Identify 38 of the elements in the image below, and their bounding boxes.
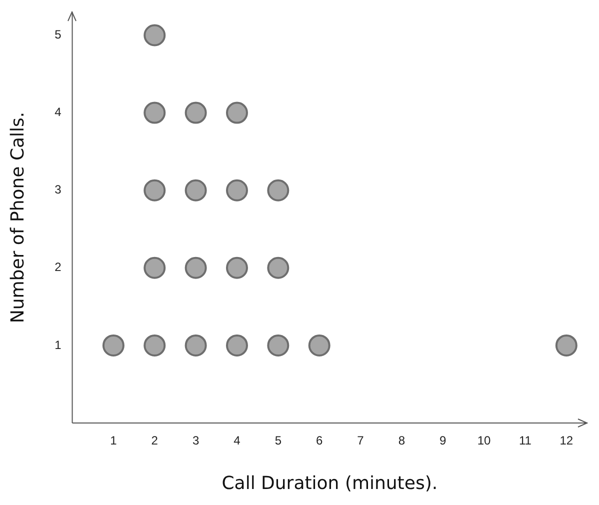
x-axis-title: Call Duration (minutes). bbox=[222, 472, 438, 494]
y-axis-title: Number of Phone Calls. bbox=[7, 112, 28, 324]
x-tick-label: 4 bbox=[234, 434, 241, 448]
point bbox=[267, 256, 290, 279]
x-tick-label: 3 bbox=[192, 434, 200, 448]
x-tick-label: 10 bbox=[477, 434, 492, 448]
y-tick-label: 3 bbox=[54, 182, 62, 197]
point bbox=[102, 334, 124, 356]
point bbox=[144, 179, 166, 202]
x-tick-label: 1 bbox=[110, 434, 118, 448]
point bbox=[184, 334, 207, 356]
y-tick-label: 4 bbox=[54, 105, 62, 120]
x-tick-label: 9 bbox=[440, 434, 447, 448]
x-tick-label: 11 bbox=[519, 434, 532, 448]
point bbox=[267, 179, 290, 202]
point bbox=[555, 334, 578, 356]
point bbox=[184, 179, 207, 202]
point bbox=[226, 256, 248, 279]
x-tick-label: 6 bbox=[316, 434, 323, 448]
y-tick-label: 5 bbox=[54, 28, 62, 42]
x-tick-label: 7 bbox=[357, 434, 364, 448]
point bbox=[144, 24, 166, 46]
point bbox=[226, 179, 248, 202]
x-tick-label: 8 bbox=[398, 434, 406, 448]
y-tick-label: 2 bbox=[54, 260, 62, 274]
point bbox=[144, 334, 166, 356]
point bbox=[184, 256, 207, 279]
point bbox=[226, 102, 248, 124]
y-tick-label: 1 bbox=[54, 338, 62, 352]
x-tick-label: 2 bbox=[151, 434, 158, 448]
point bbox=[267, 334, 290, 356]
point bbox=[144, 256, 166, 279]
point bbox=[226, 334, 248, 356]
point bbox=[144, 102, 166, 124]
x-tick-label: 5 bbox=[274, 434, 282, 448]
x-tick-label: 12 bbox=[560, 434, 574, 448]
point bbox=[308, 334, 330, 356]
point bbox=[184, 102, 207, 124]
